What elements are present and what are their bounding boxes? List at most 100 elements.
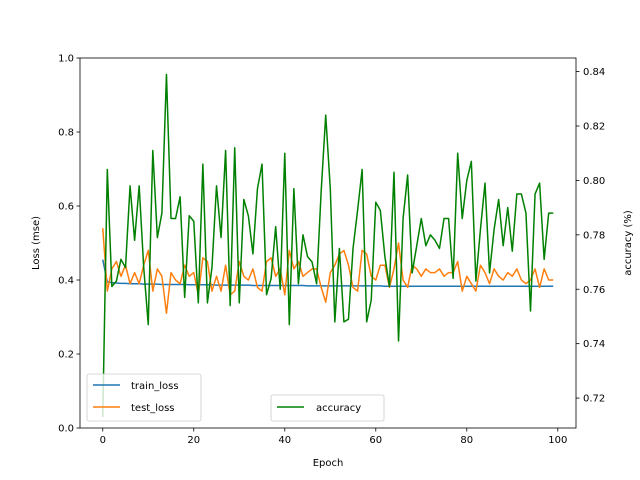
data-point-accuracy xyxy=(180,196,181,197)
y-left-tick-label: 0.6 xyxy=(58,202,74,213)
data-point-test-loss xyxy=(116,261,117,262)
data-point-train-loss xyxy=(362,285,363,286)
data-point-accuracy xyxy=(316,283,317,284)
data-point-train-loss xyxy=(534,286,535,287)
data-point-test-loss xyxy=(434,272,435,273)
data-point-accuracy xyxy=(239,302,240,303)
data-point-train-loss xyxy=(512,286,513,287)
data-point-train-loss xyxy=(493,286,494,287)
data-point-test-loss xyxy=(443,276,444,277)
y-right-tick-label: 0.78 xyxy=(583,230,605,241)
data-point-test-loss xyxy=(170,272,171,273)
data-point-train-loss xyxy=(252,285,253,286)
data-point-test-loss xyxy=(175,279,176,280)
data-point-accuracy xyxy=(471,161,472,162)
data-point-accuracy xyxy=(521,193,522,194)
data-point-train-loss xyxy=(448,286,449,287)
data-point-accuracy xyxy=(334,321,335,322)
data-point-accuracy xyxy=(530,310,531,311)
data-point-train-loss xyxy=(480,286,481,287)
data-point-train-loss xyxy=(489,286,490,287)
data-point-accuracy xyxy=(362,169,363,170)
data-point-accuracy xyxy=(425,245,426,246)
data-point-test-loss xyxy=(330,272,331,273)
data-point-test-loss xyxy=(352,287,353,288)
data-point-test-loss xyxy=(220,291,221,292)
data-point-train-loss xyxy=(471,286,472,287)
data-point-test-loss xyxy=(362,250,363,251)
data-point-accuracy xyxy=(111,286,112,287)
y-right-tick-label: 0.72 xyxy=(583,394,605,405)
data-point-test-loss xyxy=(384,265,385,266)
data-point-accuracy xyxy=(475,280,476,281)
data-point-test-loss xyxy=(239,261,240,262)
data-point-accuracy xyxy=(202,164,203,165)
data-point-accuracy xyxy=(539,183,540,184)
data-point-accuracy xyxy=(225,150,226,151)
data-point-test-loss xyxy=(307,272,308,273)
data-point-test-loss xyxy=(139,283,140,284)
data-point-accuracy xyxy=(416,245,417,246)
data-point-test-loss xyxy=(348,265,349,266)
data-point-accuracy xyxy=(125,267,126,268)
data-point-accuracy xyxy=(157,237,158,238)
data-point-test-loss xyxy=(366,254,367,255)
data-point-train-loss xyxy=(525,286,526,287)
data-point-train-loss xyxy=(143,283,144,284)
data-point-accuracy xyxy=(120,259,121,260)
data-point-accuracy xyxy=(198,302,199,303)
data-point-test-loss xyxy=(216,276,217,277)
data-point-train-loss xyxy=(503,286,504,287)
data-point-train-loss xyxy=(316,285,317,286)
data-point-test-loss xyxy=(380,265,381,266)
x-tick-label: 40 xyxy=(278,435,291,446)
data-point-test-loss xyxy=(102,228,103,229)
data-point-test-loss xyxy=(544,268,545,269)
data-point-train-loss xyxy=(243,285,244,286)
data-point-train-loss xyxy=(434,286,435,287)
data-point-train-loss xyxy=(425,286,426,287)
x-axis-title: Epoch xyxy=(313,458,344,469)
data-point-accuracy xyxy=(302,234,303,235)
data-point-accuracy xyxy=(357,210,358,211)
data-point-train-loss xyxy=(298,285,299,286)
data-point-test-loss xyxy=(257,287,258,288)
data-point-accuracy xyxy=(298,283,299,284)
data-point-train-loss xyxy=(421,286,422,287)
data-point-accuracy xyxy=(484,183,485,184)
data-point-train-loss xyxy=(439,286,440,287)
data-point-train-loss xyxy=(339,285,340,286)
data-point-accuracy xyxy=(516,193,517,194)
data-point-accuracy xyxy=(307,256,308,257)
data-point-accuracy xyxy=(453,278,454,279)
y-left-tick-label: 0.0 xyxy=(58,424,74,435)
data-point-accuracy xyxy=(430,234,431,235)
y-right-tick-label: 0.76 xyxy=(583,285,605,296)
legend-accuracy-label: accuracy xyxy=(316,403,361,414)
y-right-tick-label: 0.82 xyxy=(583,122,605,133)
data-point-accuracy xyxy=(193,221,194,222)
data-point-test-loss xyxy=(334,265,335,266)
y-left-axis-title: Loss (mse) xyxy=(31,216,42,270)
data-point-train-loss xyxy=(166,284,167,285)
data-point-test-loss xyxy=(539,287,540,288)
data-point-test-loss xyxy=(180,283,181,284)
data-point-accuracy xyxy=(548,212,549,213)
data-point-accuracy xyxy=(512,251,513,252)
data-point-accuracy xyxy=(129,185,130,186)
data-point-accuracy xyxy=(143,267,144,268)
data-point-test-loss xyxy=(375,279,376,280)
data-point-accuracy xyxy=(220,237,221,238)
data-point-accuracy xyxy=(489,272,490,273)
data-point-train-loss xyxy=(521,286,522,287)
data-point-train-loss xyxy=(548,286,549,287)
data-point-accuracy xyxy=(457,153,458,154)
data-point-test-loss xyxy=(311,268,312,269)
data-point-test-loss xyxy=(275,276,276,277)
x-tick-label: 0 xyxy=(100,435,106,446)
data-point-test-loss xyxy=(457,261,458,262)
data-point-accuracy xyxy=(139,185,140,186)
data-point-train-loss xyxy=(457,286,458,287)
data-point-train-loss xyxy=(402,286,403,287)
data-point-test-loss xyxy=(489,283,490,284)
